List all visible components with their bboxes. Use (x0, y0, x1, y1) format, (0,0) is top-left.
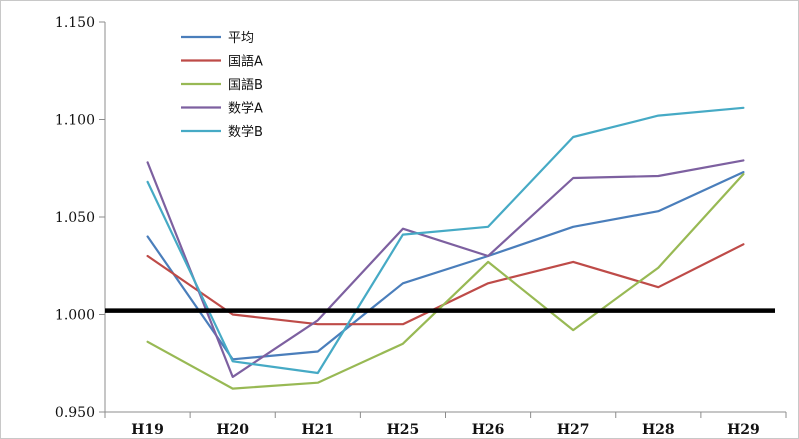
series-layer (146, 106, 745, 390)
series-line-3 (146, 159, 745, 378)
series-line-0 (146, 171, 745, 361)
x-tick-label: H21 (301, 422, 334, 438)
y-tick-label: 1.100 (55, 113, 95, 129)
x-tick-label: H26 (472, 422, 505, 438)
y-tick-label: 1.150 (55, 15, 95, 31)
series-line-4 (146, 106, 745, 375)
legend-label: 国語A (228, 54, 263, 70)
axes (104, 22, 786, 413)
x-ticks: H19 H20 H21 H25 H26 H27 H28 H29 (104, 412, 787, 438)
x-tick-label: H27 (557, 422, 590, 438)
x-tick-label: H29 (727, 422, 760, 438)
legend-label: 数学B (228, 124, 263, 140)
x-tick-label: H20 (216, 422, 249, 438)
y-tick-label: 1.000 (55, 308, 95, 324)
x-tick-label: H25 (387, 422, 420, 438)
x-tick-label: H19 (131, 422, 164, 438)
series-line-2 (146, 173, 745, 390)
legend-label: 数学A (228, 101, 263, 117)
y-tick-label: 0.950 (55, 405, 95, 421)
y-ticks: 0.950 1.000 1.050 1.100 1.150 (55, 15, 105, 421)
legend-label: 平均 (228, 31, 254, 46)
legend-label: 国語B (228, 77, 263, 93)
y-tick-label: 1.050 (55, 210, 95, 226)
x-tick-label: H28 (642, 422, 675, 438)
